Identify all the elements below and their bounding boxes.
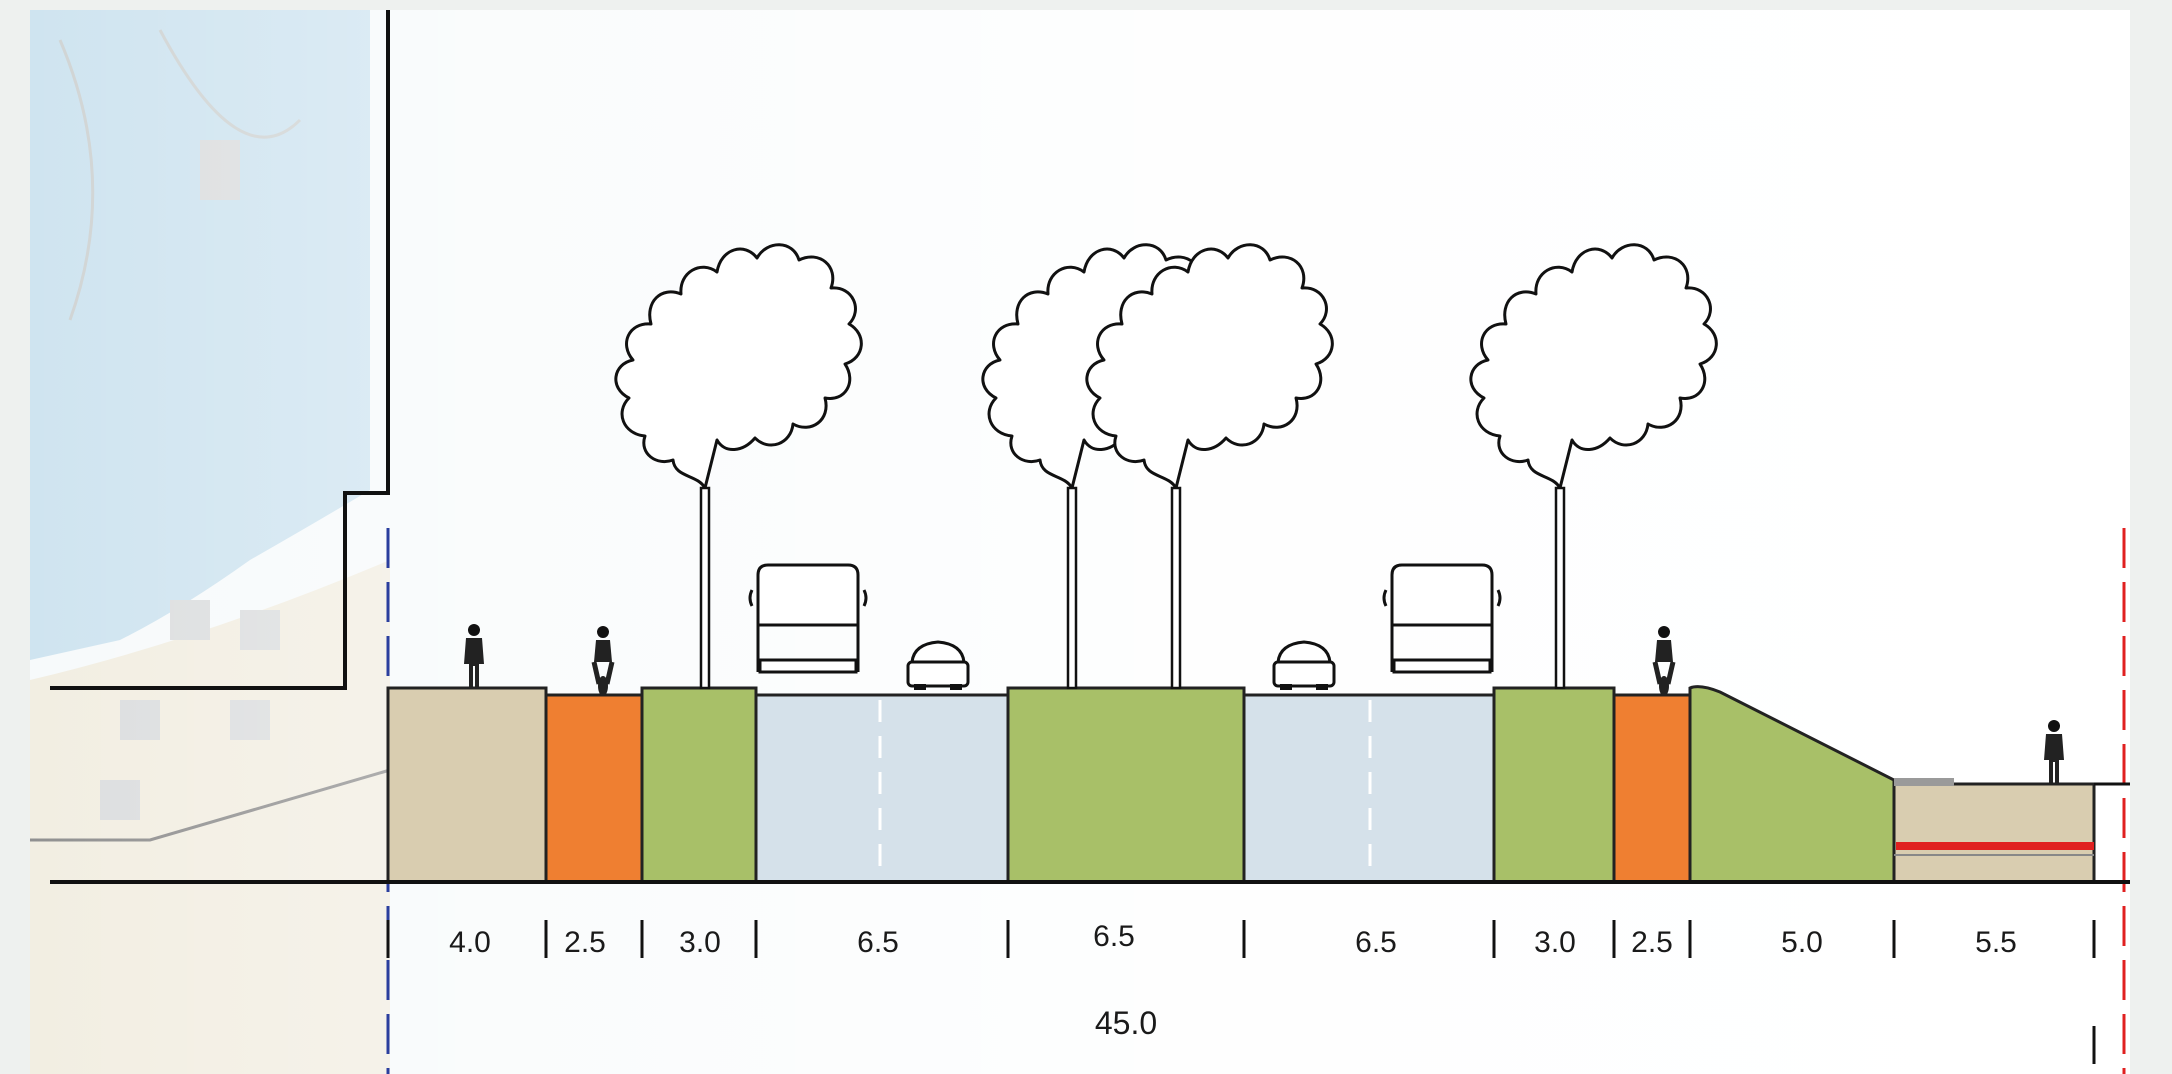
dim-label-roadway-left: 6.5 (857, 926, 899, 959)
segment-roadway-left (754, 693, 1010, 884)
segment-green-median (1006, 686, 1246, 884)
dim-label-sidewalk: 4.0 (449, 926, 491, 959)
dim-label-green-median: 6.5 (1093, 920, 1135, 953)
dim-label-quay: 5.5 (1975, 926, 2017, 959)
car-right (1272, 640, 1336, 692)
car-left (906, 640, 970, 692)
dimension-ticks (386, 920, 2096, 1064)
dim-label-green-strip-left: 3.0 (679, 926, 721, 959)
dim-label-total: 45.0 (1095, 1005, 1157, 1041)
segment-sidewalk (386, 686, 548, 884)
dim-label-bike-lane-left: 2.5 (564, 926, 606, 959)
segment-quay (1892, 782, 2096, 884)
dim-label-roadway-right: 6.5 (1355, 926, 1397, 959)
building-outline (50, 10, 390, 690)
segment-bike-lane-left (544, 693, 644, 884)
quay-red-line (1896, 842, 2094, 850)
segment-green-strip-left (640, 686, 758, 884)
dim-label-bike-lane-right: 2.5 (1631, 926, 1673, 959)
segment-bike-lane-right (1612, 693, 1692, 884)
segment-green-strip-right (1492, 686, 1616, 884)
dim-label-embankment: 5.0 (1781, 926, 1823, 959)
dim-label-green-strip-right: 3.0 (1534, 926, 1576, 959)
